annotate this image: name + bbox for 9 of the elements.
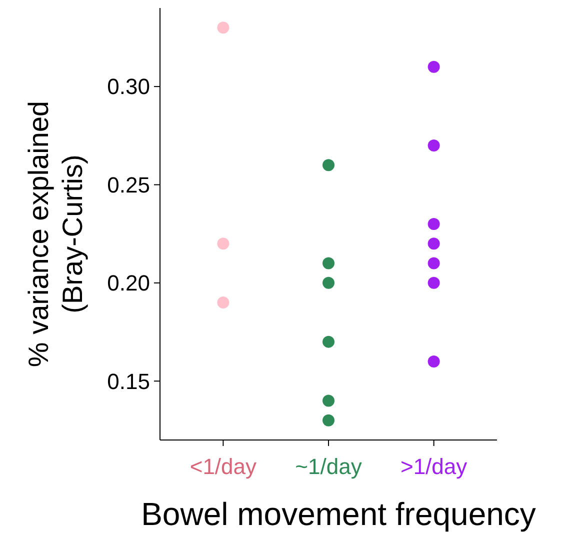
y-axis-title: % variance explained (Bray-Curtis) — [23, 100, 88, 368]
x-tick-label: >1/day — [400, 454, 468, 479]
y-tick-label: 0.30 — [107, 74, 150, 100]
y-tick-label: 0.25 — [107, 172, 150, 198]
y-tick-label: 0.20 — [107, 270, 150, 296]
x-tick-label: <1/day — [190, 454, 257, 479]
x-tick-label: ~1/day — [295, 454, 362, 479]
y-tick-label: 0.15 — [107, 368, 150, 394]
x-axis-title: Bowel movement frequency — [141, 496, 536, 532]
